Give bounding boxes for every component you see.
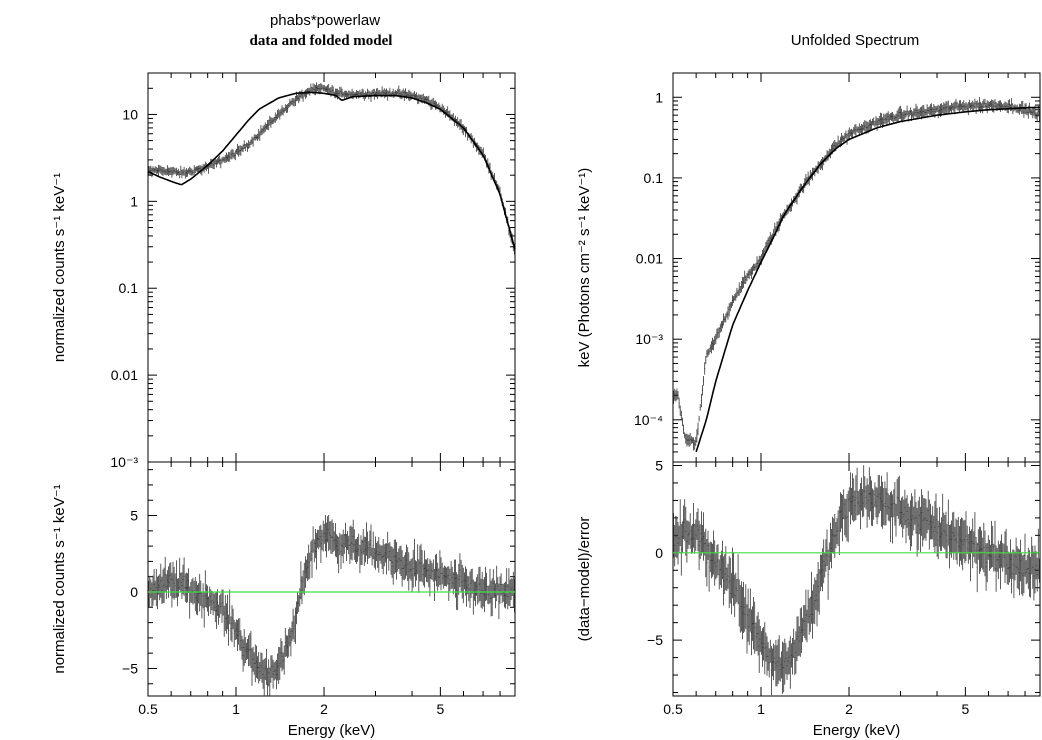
y-tick-label: 0.1 [644, 170, 664, 186]
plot-frame [672, 461, 1041, 697]
data-points [673, 465, 1040, 696]
y-tick-label: 10 [122, 106, 138, 122]
chart-subtitle: data and folded model [250, 33, 393, 49]
y-tick-label: −5 [122, 660, 138, 676]
data-error-bars [673, 97, 1040, 451]
plot-frame [672, 72, 1041, 463]
y-tick-label: 1 [655, 89, 663, 105]
chart-title: Unfolded Spectrum [791, 32, 919, 49]
y-axis-label: normalized counts s⁻¹ keV⁻¹ [51, 484, 68, 673]
x-tick-label: 5 [961, 701, 969, 717]
y-tick-label: 5 [655, 457, 663, 473]
data-points [148, 82, 515, 255]
panel-left-top: 10⁻³ 0.01 0.1 1 10 normalized counts s⁻¹ keV⁻… [51, 72, 516, 470]
y-tick-label: 10⁻³ [110, 454, 138, 470]
y-tick-label: −5 [647, 632, 663, 648]
x-tick-label: 1 [757, 701, 765, 717]
y-axis-label: normalized counts s⁻¹ keV⁻¹ [51, 173, 68, 362]
panel-left-bottom: 0.5 1 2 5 −5 0 5 normalized counts s⁻¹ keV⁻¹ Ene… [51, 461, 516, 739]
y-tick-label: 0.01 [111, 367, 138, 383]
data-error-bars [673, 465, 1040, 696]
y-tick-label: 10⁻³ [635, 331, 663, 347]
x-tick-label: 0.5 [663, 701, 683, 717]
x-tick-label: 0.5 [138, 701, 158, 717]
y-tick-label: 0.1 [119, 280, 139, 296]
model-curve [695, 106, 1040, 453]
model-curve [147, 91, 516, 250]
data-error-bars [148, 515, 515, 696]
y-axis-label: (data−model)/error [576, 517, 593, 642]
data-error-bars [148, 82, 515, 255]
x-axis-label: Energy (keV) [288, 722, 376, 739]
y-axis-label: keV (Photons cm⁻² s⁻¹ keV⁻¹) [576, 168, 593, 368]
y-tick-label: 0 [130, 584, 138, 600]
y-tick-label: 1 [130, 193, 138, 209]
data-points [148, 515, 515, 696]
chart-title: phabs*powerlaw [270, 12, 380, 29]
x-tick-label: 2 [320, 701, 328, 717]
y-tick-label: 10⁻⁴ [634, 412, 663, 428]
plot-frame [147, 72, 516, 463]
y-tick-label: 0.01 [636, 251, 663, 267]
data-points [673, 97, 1040, 451]
panel-right-bottom: 0.5 1 2 5 −5 0 5 (data−model)/error Energy (keV) [576, 457, 1041, 739]
y-tick-label: 5 [130, 508, 138, 524]
panel-right-top: 10⁻⁴ 10⁻³ 0.01 0.1 1 keV (Photons cm⁻² s⁻¹ ke… [576, 72, 1041, 463]
y-tick-label: 0 [655, 545, 663, 561]
x-tick-label: 5 [436, 701, 444, 717]
x-axis-label: Energy (keV) [813, 722, 901, 739]
x-tick-label: 2 [845, 701, 853, 717]
x-tick-label: 1 [232, 701, 240, 717]
plot-frame [147, 461, 516, 697]
